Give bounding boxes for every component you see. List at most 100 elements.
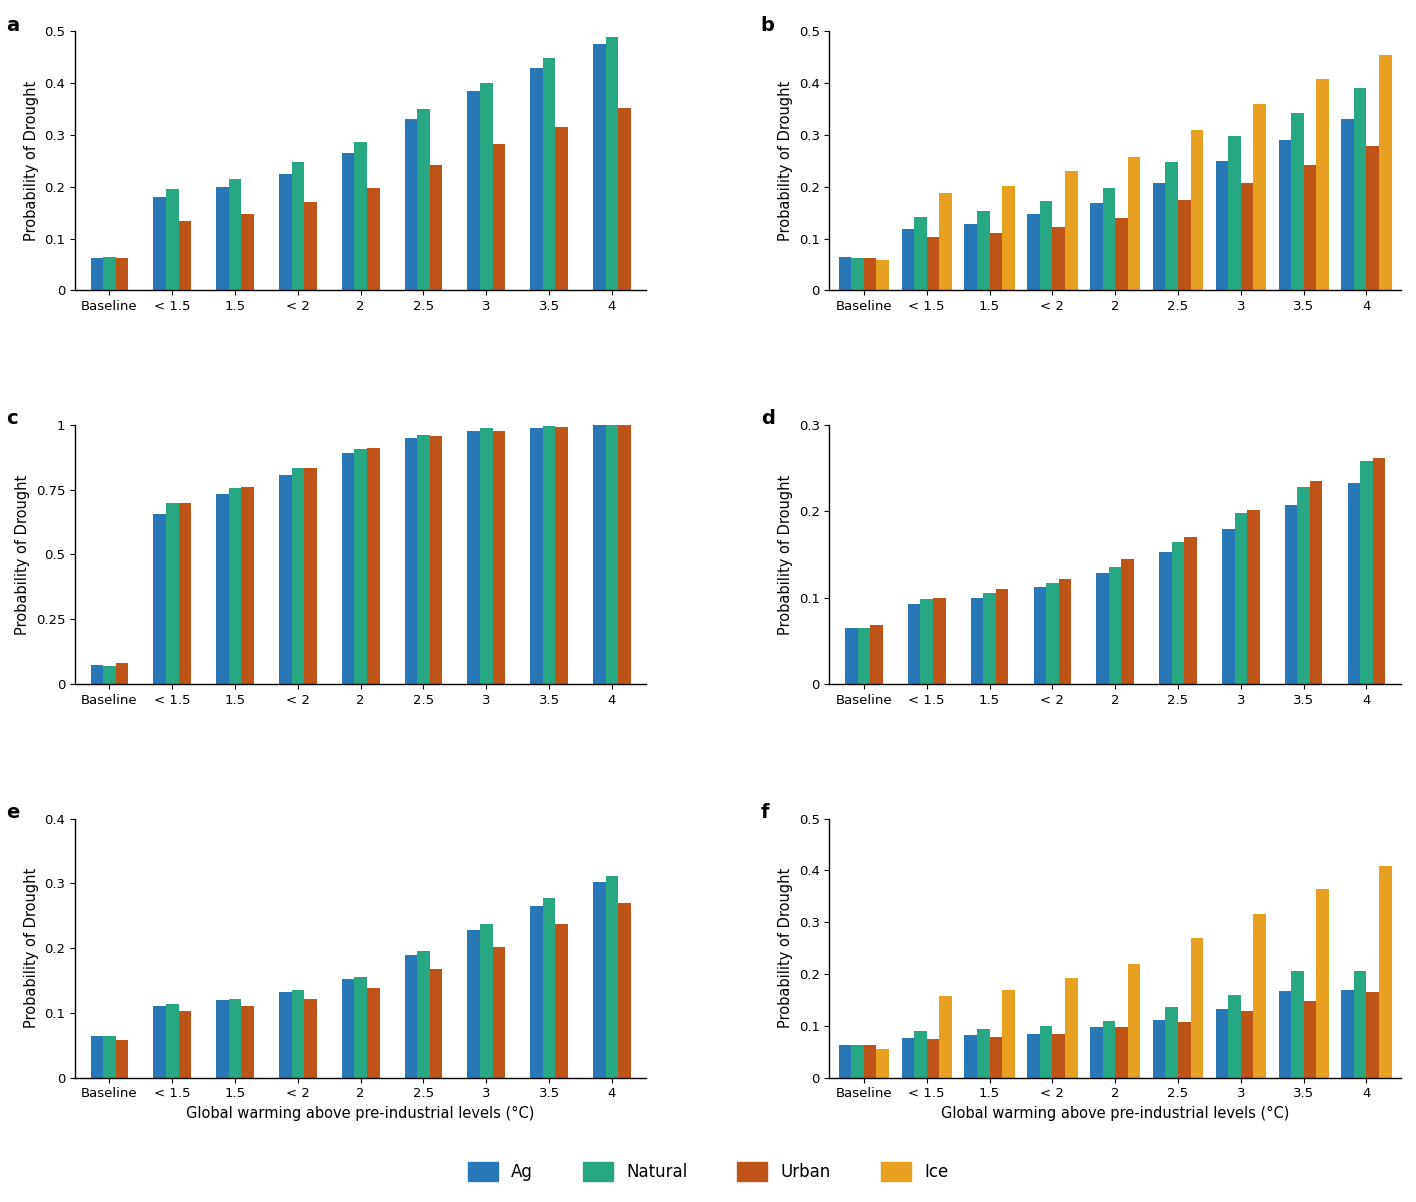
Bar (593, 426, 606, 684)
Bar (217, 494, 229, 684)
Bar (467, 930, 480, 1078)
Bar (279, 174, 292, 291)
Bar (542, 58, 555, 291)
Bar (983, 594, 995, 684)
Bar (1027, 1034, 1039, 1078)
Bar (1039, 1025, 1052, 1078)
Bar (418, 435, 430, 684)
Bar (1065, 171, 1078, 291)
Bar (178, 1011, 191, 1078)
Bar (926, 1039, 939, 1078)
Bar (1121, 559, 1134, 684)
Bar (341, 453, 354, 684)
Bar (418, 109, 430, 291)
Bar (1291, 113, 1304, 291)
Bar (964, 224, 977, 291)
Y-axis label: Probability of Drought: Probability of Drought (24, 868, 38, 1028)
Bar (864, 1045, 877, 1078)
Bar (430, 436, 442, 684)
Bar (103, 257, 116, 291)
Bar (1304, 1001, 1317, 1078)
Bar (1317, 888, 1328, 1078)
Bar (530, 428, 542, 684)
Bar (493, 432, 506, 684)
Bar (838, 1045, 851, 1078)
Bar (1222, 529, 1235, 684)
Bar (619, 903, 630, 1078)
Bar (217, 186, 229, 291)
Y-axis label: Probability of Drought: Probability of Drought (24, 81, 38, 240)
Bar (229, 179, 241, 291)
Bar (91, 1035, 103, 1078)
Bar (367, 448, 379, 684)
Bar (1191, 938, 1204, 1078)
Bar (1372, 458, 1385, 684)
Bar (926, 238, 939, 291)
Bar (405, 954, 418, 1078)
Bar (1354, 88, 1366, 291)
Bar (1103, 188, 1116, 291)
Bar (851, 257, 864, 291)
Bar (1284, 505, 1297, 684)
Bar (304, 999, 317, 1078)
Y-axis label: Probability of Drought: Probability of Drought (16, 475, 30, 635)
Bar (1059, 578, 1072, 684)
Bar (217, 1000, 229, 1078)
Bar (1247, 510, 1260, 684)
Bar (1216, 1010, 1228, 1078)
Bar (964, 1035, 977, 1078)
Bar (153, 1006, 166, 1078)
Bar (1096, 573, 1109, 684)
Bar (593, 882, 606, 1078)
Bar (939, 995, 952, 1078)
Bar (542, 898, 555, 1078)
Bar (1027, 214, 1039, 291)
Bar (1127, 964, 1140, 1078)
Bar (354, 142, 367, 291)
Bar (1297, 487, 1310, 684)
Bar (1153, 183, 1165, 291)
Bar (91, 257, 103, 291)
Bar (1310, 481, 1323, 684)
Bar (1304, 165, 1317, 291)
Bar (241, 214, 253, 291)
Bar (1165, 162, 1178, 291)
Bar (1354, 971, 1366, 1078)
Text: c: c (6, 410, 18, 428)
Bar (304, 202, 317, 291)
Bar (1178, 1022, 1191, 1078)
Bar (103, 1035, 116, 1078)
Bar (341, 980, 354, 1078)
Bar (845, 627, 858, 684)
Bar (606, 36, 619, 291)
Bar (1253, 103, 1266, 291)
Bar (1361, 462, 1372, 684)
Bar (1160, 552, 1171, 684)
Bar (405, 119, 418, 291)
Bar (920, 600, 933, 684)
Bar (1379, 54, 1392, 291)
Bar (933, 597, 946, 684)
Text: d: d (760, 410, 775, 428)
Bar (530, 67, 542, 291)
Bar (971, 597, 983, 684)
Bar (1235, 513, 1247, 684)
Text: f: f (760, 803, 769, 822)
Bar (619, 108, 630, 291)
Bar (877, 261, 889, 291)
Bar (1171, 542, 1184, 684)
Bar (1003, 185, 1015, 291)
Bar (1216, 161, 1228, 291)
Bar (493, 947, 506, 1078)
Bar (915, 1031, 926, 1078)
Bar (1109, 567, 1121, 684)
Bar (902, 230, 915, 291)
Text: a: a (6, 16, 20, 35)
Bar (1052, 1034, 1065, 1078)
Bar (1052, 227, 1065, 291)
Bar (1379, 867, 1392, 1078)
Bar (995, 589, 1008, 684)
Bar (555, 923, 568, 1078)
Bar (1191, 130, 1204, 291)
X-axis label: Global warming above pre-industrial levels (°C): Global warming above pre-industrial leve… (187, 1106, 535, 1121)
